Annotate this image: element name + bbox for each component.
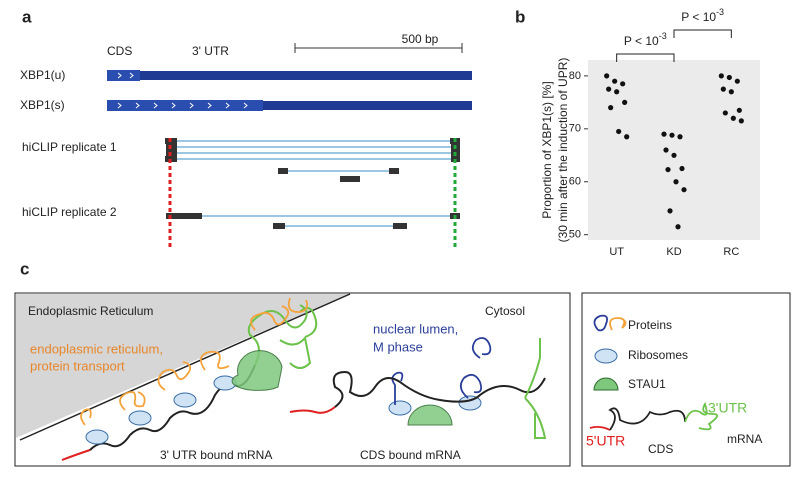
- y-axis-label: Proportion of XBP1(s) [%]: [540, 81, 554, 218]
- point: [667, 208, 673, 214]
- strand-arrows: [117, 72, 248, 109]
- legend-box: [581, 292, 791, 467]
- point: [665, 166, 671, 173]
- point: [612, 78, 618, 84]
- annotation: P < 10-3: [624, 31, 667, 48]
- er-membrane: [19, 293, 351, 441]
- er-region: [16, 294, 350, 438]
- legend-entry: Proteins: [628, 318, 672, 332]
- transcript: [107, 71, 472, 80]
- ribosomes: [85, 375, 482, 445]
- point: [726, 74, 732, 81]
- strip-chart: 50 60 70 80 Proportion of XBP1(s) [%] (30 min…: [540, 7, 744, 258]
- scale-label: 500 bp: [402, 32, 439, 46]
- legend-entry: STAU1: [628, 377, 666, 391]
- annotation-text: P < 10: [624, 34, 659, 48]
- point: [734, 78, 740, 84]
- point: [673, 179, 679, 185]
- hiclip-reads: [170, 140, 455, 227]
- bracket: [616, 53, 675, 62]
- bracket: [673, 29, 732, 38]
- point: [736, 107, 742, 113]
- go-term: nuclear lumen,: [373, 321, 458, 336]
- annotation-sup: -3: [659, 31, 667, 41]
- go-term: M phase: [373, 339, 423, 354]
- read-blocks: [165, 138, 460, 229]
- point: [730, 115, 736, 121]
- x-tick-label: UT: [609, 246, 624, 258]
- point: [608, 105, 614, 111]
- point: [681, 187, 687, 193]
- panel-label: a: [22, 7, 32, 26]
- proteins: [391, 337, 492, 405]
- er-label: Endoplasmic Reticulum: [28, 304, 153, 318]
- point: [671, 152, 677, 158]
- track-label: XBP1(s): [20, 98, 65, 112]
- point: [622, 99, 628, 105]
- point: [661, 131, 667, 137]
- cds-label: CDS: [107, 44, 132, 58]
- cytosol-label: Cytosol: [485, 304, 525, 318]
- point: [738, 118, 744, 124]
- annotation: P < 10-3: [681, 7, 724, 24]
- go-term: endoplasmic reticulum,: [30, 341, 163, 356]
- go-term: protein transport: [30, 358, 125, 373]
- legend-icons: [589, 314, 719, 431]
- y-tick-label: 50: [569, 229, 581, 241]
- point: [675, 224, 681, 230]
- point: [606, 86, 612, 92]
- point: [677, 134, 683, 140]
- point: [718, 73, 724, 79]
- caption: 3' UTR bound mRNA: [160, 448, 272, 462]
- cds-block: [107, 100, 263, 111]
- legend-entry: 3'UTR: [708, 400, 747, 416]
- legend-entry: Ribosomes: [628, 348, 688, 362]
- transcript: [107, 101, 472, 110]
- point: [722, 110, 728, 116]
- annotation-sup: -3: [716, 7, 724, 17]
- point: [679, 165, 685, 172]
- point: [728, 89, 734, 95]
- point: [669, 132, 675, 138]
- caption: CDS bound mRNA: [360, 448, 461, 462]
- annotation-text: P < 10: [681, 10, 716, 24]
- track-label: XBP1(u): [20, 68, 65, 82]
- x-tick-label: KD: [666, 246, 681, 258]
- utr-label: 3' UTR: [192, 44, 229, 58]
- stau1: [231, 350, 453, 426]
- point: [604, 73, 610, 79]
- point: [616, 128, 622, 135]
- track-label: hiCLIP replicate 2: [22, 205, 117, 219]
- cds-block: [107, 70, 140, 81]
- point: [624, 134, 630, 140]
- mrna-cytosol: [289, 338, 547, 439]
- point: [614, 89, 620, 95]
- y-axis-label: (30 min after the induction of UPR): [556, 58, 570, 243]
- legend-entry: CDS: [648, 442, 673, 456]
- scale-bar: [294, 43, 463, 53]
- panel-label: c: [20, 259, 29, 278]
- y-tick-label: 60: [569, 176, 581, 188]
- point: [720, 86, 726, 92]
- y-tick-label: 70: [569, 123, 581, 135]
- track-label: hiCLIP replicate 1: [22, 140, 117, 154]
- proteins: [80, 297, 309, 426]
- y-tick-label: 80: [569, 70, 581, 82]
- x-tick-label: RC: [723, 246, 739, 258]
- point: [663, 147, 669, 153]
- point: [620, 81, 626, 87]
- legend-entry: mRNA: [727, 432, 762, 446]
- plot-area: [588, 60, 760, 240]
- panel-label: b: [515, 7, 525, 26]
- legend-entry: 5'UTR: [586, 433, 625, 449]
